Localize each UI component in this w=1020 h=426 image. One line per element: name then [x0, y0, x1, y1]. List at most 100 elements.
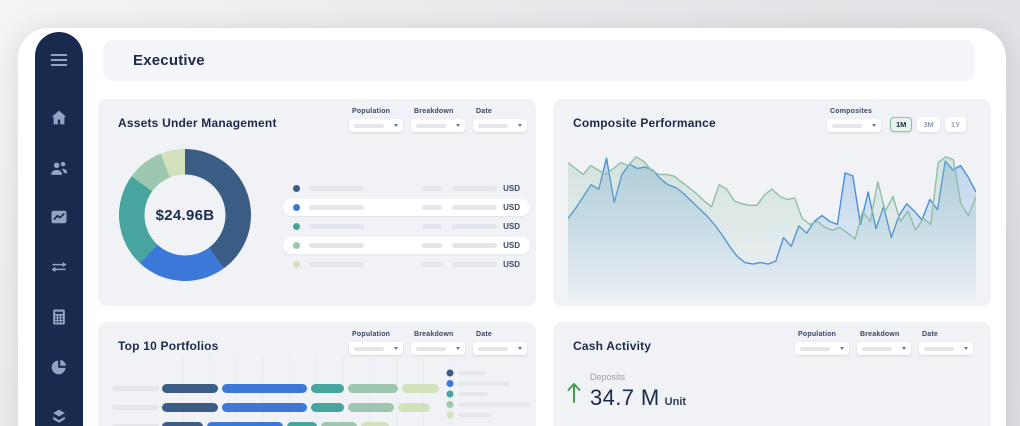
- placeholder-bar: [478, 346, 508, 351]
- filter-label: Date: [922, 331, 938, 338]
- metric-label: Deposits: [590, 372, 626, 382]
- top10-filters: Population Breakdown Date: [349, 331, 527, 355]
- top10-stacked-bar-chart: [112, 355, 530, 426]
- currency-label: USD: [503, 260, 520, 269]
- card-title: Composite Performance: [573, 116, 716, 130]
- chevron-down-icon: [902, 347, 906, 350]
- date-filter: Date: [473, 331, 527, 355]
- filter-label: Population: [798, 331, 837, 338]
- placeholder-name-bar: [309, 224, 364, 229]
- range-1m-button[interactable]: 1M: [889, 117, 913, 132]
- top-10-portfolios-card: Top 10 Portfolios Population Breakdown D…: [98, 322, 536, 426]
- placeholder-bar: [800, 346, 830, 351]
- series-dot: [293, 261, 300, 268]
- page-header: Executive: [103, 40, 975, 81]
- placeholder-name-bar: [309, 262, 364, 267]
- donut-center-value: $24.96B: [156, 207, 215, 224]
- arrow-up-icon: [567, 383, 581, 403]
- population-filter: Population: [795, 331, 849, 355]
- composite-controls: Composites 1M 3M 1Y: [826, 108, 966, 132]
- composites-select[interactable]: [826, 119, 881, 132]
- series-dot: [293, 223, 300, 230]
- placeholder-value-bar: [422, 205, 443, 210]
- layers-icon[interactable]: [35, 405, 83, 426]
- population-filter: Population: [349, 331, 403, 355]
- series-dot: [293, 204, 300, 211]
- placeholder-value-bar: [452, 262, 498, 267]
- chevron-down-icon: [394, 347, 398, 350]
- chevron-down-icon: [518, 347, 522, 350]
- composite-performance-card: Composite Performance Composites 1M 3M 1…: [553, 99, 991, 306]
- filter-label: Breakdown: [414, 331, 454, 338]
- card-title: Assets Under Management: [118, 116, 277, 130]
- series-dot: [293, 185, 300, 192]
- chevron-down-icon: [456, 347, 460, 350]
- currency-label: USD: [503, 222, 520, 231]
- population-select[interactable]: [795, 342, 849, 355]
- aum-legend-row[interactable]: USD: [283, 218, 530, 235]
- currency-label: USD: [503, 184, 520, 193]
- aum-filters: Population Breakdown Date: [349, 108, 527, 132]
- card-title: Top 10 Portfolios: [118, 339, 219, 353]
- placeholder-value-bar: [452, 205, 498, 210]
- filter-label: Population: [352, 108, 391, 115]
- app-window: Executive Assets Under Management Popula…: [18, 28, 1006, 426]
- page-title: Executive: [133, 52, 205, 69]
- filter-label: Date: [476, 331, 492, 338]
- placeholder-value-bar: [452, 243, 498, 248]
- date-select[interactable]: [473, 342, 527, 355]
- aum-legend-row[interactable]: USD: [283, 199, 530, 216]
- placeholder-value-bar: [422, 243, 443, 248]
- placeholder-bar: [478, 123, 508, 128]
- menu-icon[interactable]: [35, 48, 83, 72]
- home-icon[interactable]: [35, 106, 83, 130]
- chevron-down-icon: [456, 124, 460, 127]
- placeholder-name-bar: [309, 243, 364, 248]
- aum-legend-row[interactable]: USD: [283, 256, 530, 273]
- placeholder-name-bar: [309, 205, 364, 210]
- range-3m-button[interactable]: 3M: [917, 117, 940, 132]
- date-filter: Date: [919, 331, 973, 355]
- calculator-icon[interactable]: [35, 305, 83, 329]
- population-filter: Population: [349, 108, 403, 132]
- cash-filters: Population Breakdown Date: [795, 331, 973, 355]
- date-select[interactable]: [473, 119, 527, 132]
- placeholder-bar: [831, 123, 862, 128]
- aum-legend-list: USD USD USD USD USD: [283, 180, 530, 275]
- placeholder-bar: [354, 123, 384, 128]
- breakdown-select[interactable]: [411, 342, 465, 355]
- placeholder-bar: [862, 346, 892, 351]
- assets-under-management-card: Assets Under Management Population Break…: [98, 99, 536, 306]
- transfers-icon[interactable]: [35, 255, 83, 279]
- chevron-down-icon: [871, 124, 876, 127]
- performance-chart-icon[interactable]: [35, 205, 83, 229]
- aum-legend-row[interactable]: USD: [283, 180, 530, 197]
- cash-activity-card: Cash Activity Population Breakdown Date: [553, 322, 991, 426]
- population-select[interactable]: [349, 342, 403, 355]
- placeholder-bar: [416, 123, 446, 128]
- composites-filter: Composites: [826, 108, 881, 132]
- currency-label: USD: [503, 241, 520, 250]
- breakdown-select[interactable]: [411, 119, 465, 132]
- metric-value: 34.7 M: [590, 385, 660, 410]
- placeholder-value-bar: [422, 186, 443, 191]
- chevron-down-icon: [964, 347, 968, 350]
- placeholder-value-bar: [452, 224, 498, 229]
- aum-legend-row[interactable]: USD: [283, 237, 530, 254]
- placeholder-value-bar: [422, 224, 443, 229]
- sidebar: [35, 32, 83, 426]
- placeholder-bar: [416, 346, 446, 351]
- allocation-pie-icon[interactable]: [35, 355, 83, 379]
- population-select[interactable]: [349, 119, 403, 132]
- metric-unit: Unit: [664, 396, 687, 408]
- chevron-down-icon: [840, 347, 844, 350]
- range-1y-button[interactable]: 1Y: [944, 117, 966, 132]
- placeholder-bar: [354, 346, 384, 351]
- date-select[interactable]: [919, 342, 973, 355]
- breakdown-select[interactable]: [857, 342, 911, 355]
- filter-label: Breakdown: [414, 108, 454, 115]
- deposits-metric: Deposits 34.7 M Unit: [566, 372, 686, 411]
- users-icon[interactable]: [35, 156, 83, 180]
- filter-label: Date: [476, 108, 492, 115]
